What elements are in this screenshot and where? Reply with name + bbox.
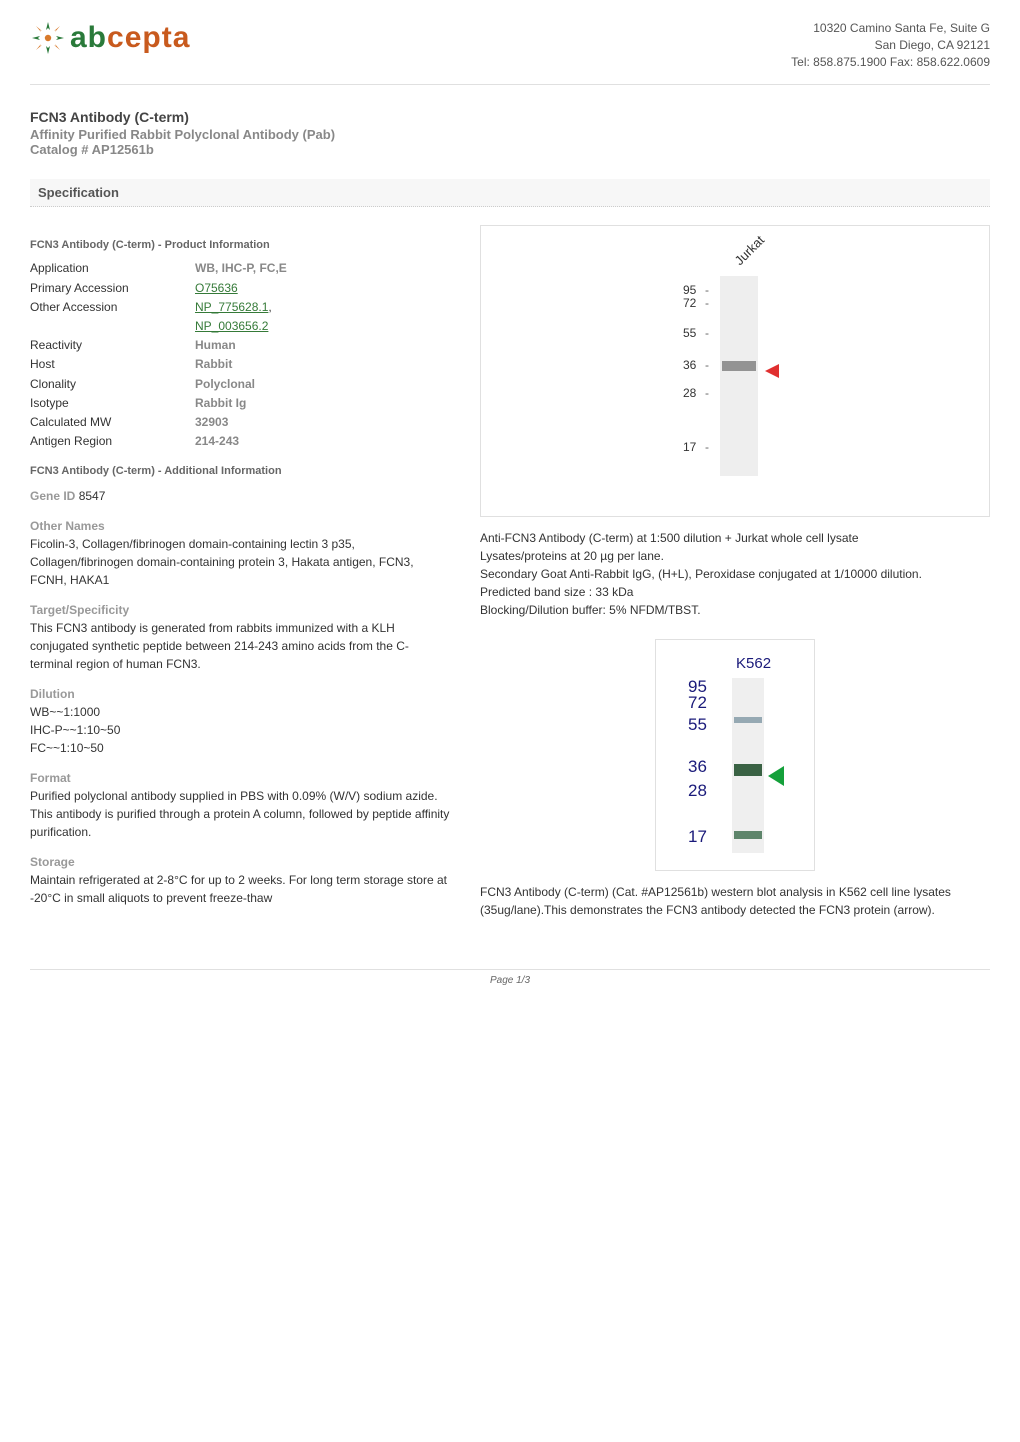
figure-1-blot: 95 - 72 - 55 - 36 - 28 - 17 - Jurkat: [565, 236, 905, 506]
table-row: Reactivity Human: [30, 336, 450, 355]
svg-text:-: -: [705, 296, 709, 310]
figure-1-caption: Anti-FCN3 Antibody (C-term) at 1:500 dil…: [480, 529, 990, 619]
page-footer: Page 1/3: [30, 969, 990, 986]
dilution-line-3: FC~~1:10~50: [30, 739, 450, 757]
kv-key: Host: [30, 355, 195, 374]
company-address: 10320 Camino Santa Fe, Suite G San Diego…: [791, 20, 990, 70]
kv-val: WB, IHC-P, FC,E: [195, 259, 450, 278]
caption-line: Blocking/Dilution buffer: 5% NFDM/TBST.: [480, 601, 990, 619]
kv-val: Rabbit Ig: [195, 394, 450, 413]
figure-2-container: K562 95 72 55 36 28 17: [655, 639, 815, 871]
dilution-line-1: WB~~1:1000: [30, 703, 450, 721]
storage-text: Maintain refrigerated at 2-8°C for up to…: [30, 871, 450, 907]
mw-tick: 55: [683, 326, 697, 340]
product-subtitle: Affinity Purified Rabbit Polyclonal Anti…: [30, 127, 990, 142]
format-label: Format: [30, 771, 450, 785]
left-column: FCN3 Antibody (C-term) - Product Informa…: [30, 225, 450, 939]
table-row: Clonality Polyclonal: [30, 375, 450, 394]
mw-tick: 95: [683, 283, 697, 297]
svg-text:-: -: [705, 358, 709, 372]
kv-key: Isotype: [30, 394, 195, 413]
logo-text-ab: ab: [70, 21, 107, 54]
caption-line: Lysates/proteins at 20 µg per lane.: [480, 547, 990, 565]
comma: ,: [268, 300, 271, 314]
gene-id-line: Gene ID 8547: [30, 487, 450, 505]
product-info-table: Application WB, IHC-P, FC,E Primary Acce…: [30, 259, 450, 451]
product-info-subhead: FCN3 Antibody (C-term) - Product Informa…: [30, 239, 450, 251]
caption-line: Secondary Goat Anti-Rabbit IgG, (H+L), P…: [480, 565, 990, 583]
address-line-2: San Diego, CA 92121: [791, 37, 990, 54]
kv-val: 32903: [195, 413, 450, 432]
accession-link[interactable]: NP_003656.2: [195, 319, 268, 333]
lane-label: K562: [736, 655, 771, 672]
section-specification-heading: Specification: [30, 179, 990, 207]
additional-info-subhead: FCN3 Antibody (C-term) - Additional Info…: [30, 465, 450, 477]
target-specificity-label: Target/Specificity: [30, 603, 450, 617]
kv-key: [30, 317, 195, 336]
kv-key: Antigen Region: [30, 432, 195, 451]
catalog-label: Catalog #: [30, 142, 92, 157]
right-column: 95 - 72 - 55 - 36 - 28 - 17 - Jurkat Ant…: [480, 225, 990, 939]
table-row: Host Rabbit: [30, 355, 450, 374]
kv-key: Primary Accession: [30, 279, 195, 298]
mw-tick: 55: [688, 715, 707, 734]
catalog-line: Catalog # AP12561b: [30, 142, 990, 157]
svg-text:-: -: [705, 283, 709, 297]
figure-2-blot: K562 95 72 55 36 28 17: [670, 650, 800, 860]
storage-label: Storage: [30, 855, 450, 869]
target-specificity-text: This FCN3 antibody is generated from rab…: [30, 619, 450, 673]
logo-mark-icon: [30, 20, 66, 56]
other-names-text: Ficolin-3, Collagen/fibrinogen domain-co…: [30, 535, 450, 589]
accession-link[interactable]: NP_775628.1: [195, 300, 268, 314]
gene-id-label: Gene ID: [30, 489, 79, 503]
kv-key: Application: [30, 259, 195, 278]
kv-val: Polyclonal: [195, 375, 450, 394]
catalog-number: AP12561b: [92, 142, 154, 157]
mw-tick: 72: [688, 693, 707, 712]
table-row: Application WB, IHC-P, FC,E: [30, 259, 450, 278]
kv-key: Clonality: [30, 375, 195, 394]
table-row: Antigen Region 214-243: [30, 432, 450, 451]
table-row: Other Accession NP_775628.1,: [30, 298, 450, 317]
kv-val: Rabbit: [195, 355, 450, 374]
svg-text:-: -: [705, 326, 709, 340]
table-row: NP_003656.2: [30, 317, 450, 336]
format-text: Purified polyclonal antibody supplied in…: [30, 787, 450, 841]
mw-tick: 72: [683, 296, 697, 310]
logo-text-cepta: cepta: [107, 21, 190, 54]
product-title: FCN3 Antibody (C-term): [30, 109, 990, 125]
address-line-3: Tel: 858.875.1900 Fax: 858.622.0609: [791, 54, 990, 71]
page-header: abcepta 10320 Camino Santa Fe, Suite G S…: [30, 20, 990, 85]
dilution-line-2: IHC-P~~1:10~50: [30, 721, 450, 739]
address-line-1: 10320 Camino Santa Fe, Suite G: [791, 20, 990, 37]
kv-key: Reactivity: [30, 336, 195, 355]
dilution-label: Dilution: [30, 687, 450, 701]
figure-2-caption: FCN3 Antibody (C-term) (Cat. #AP12561b) …: [480, 883, 990, 919]
kv-val: 214-243: [195, 432, 450, 451]
mw-tick: 28: [688, 781, 707, 800]
figure-1-container: 95 - 72 - 55 - 36 - 28 - 17 - Jurkat: [480, 225, 990, 517]
two-column-body: FCN3 Antibody (C-term) - Product Informa…: [30, 225, 990, 939]
mw-tick: 17: [688, 827, 707, 846]
logo-text: abcepta: [70, 21, 190, 55]
mw-tick: 36: [683, 358, 697, 372]
accession-link[interactable]: O75636: [195, 281, 238, 295]
mw-tick: 28: [683, 386, 697, 400]
kv-key: Calculated MW: [30, 413, 195, 432]
table-row: Isotype Rabbit Ig: [30, 394, 450, 413]
other-names-label: Other Names: [30, 519, 450, 533]
caption-line: Predicted band size : 33 kDa: [480, 583, 990, 601]
mw-tick: 36: [688, 757, 707, 776]
table-row: Calculated MW 32903: [30, 413, 450, 432]
kv-val: Human: [195, 336, 450, 355]
mw-tick: 17: [683, 440, 697, 454]
table-row: Primary Accession O75636: [30, 279, 450, 298]
kv-key: Other Accession: [30, 298, 195, 317]
svg-text:-: -: [705, 386, 709, 400]
svg-text:-: -: [705, 440, 709, 454]
caption-line: Anti-FCN3 Antibody (C-term) at 1:500 dil…: [480, 529, 990, 547]
company-logo: abcepta: [30, 20, 190, 56]
gene-id-value: 8547: [79, 489, 106, 503]
